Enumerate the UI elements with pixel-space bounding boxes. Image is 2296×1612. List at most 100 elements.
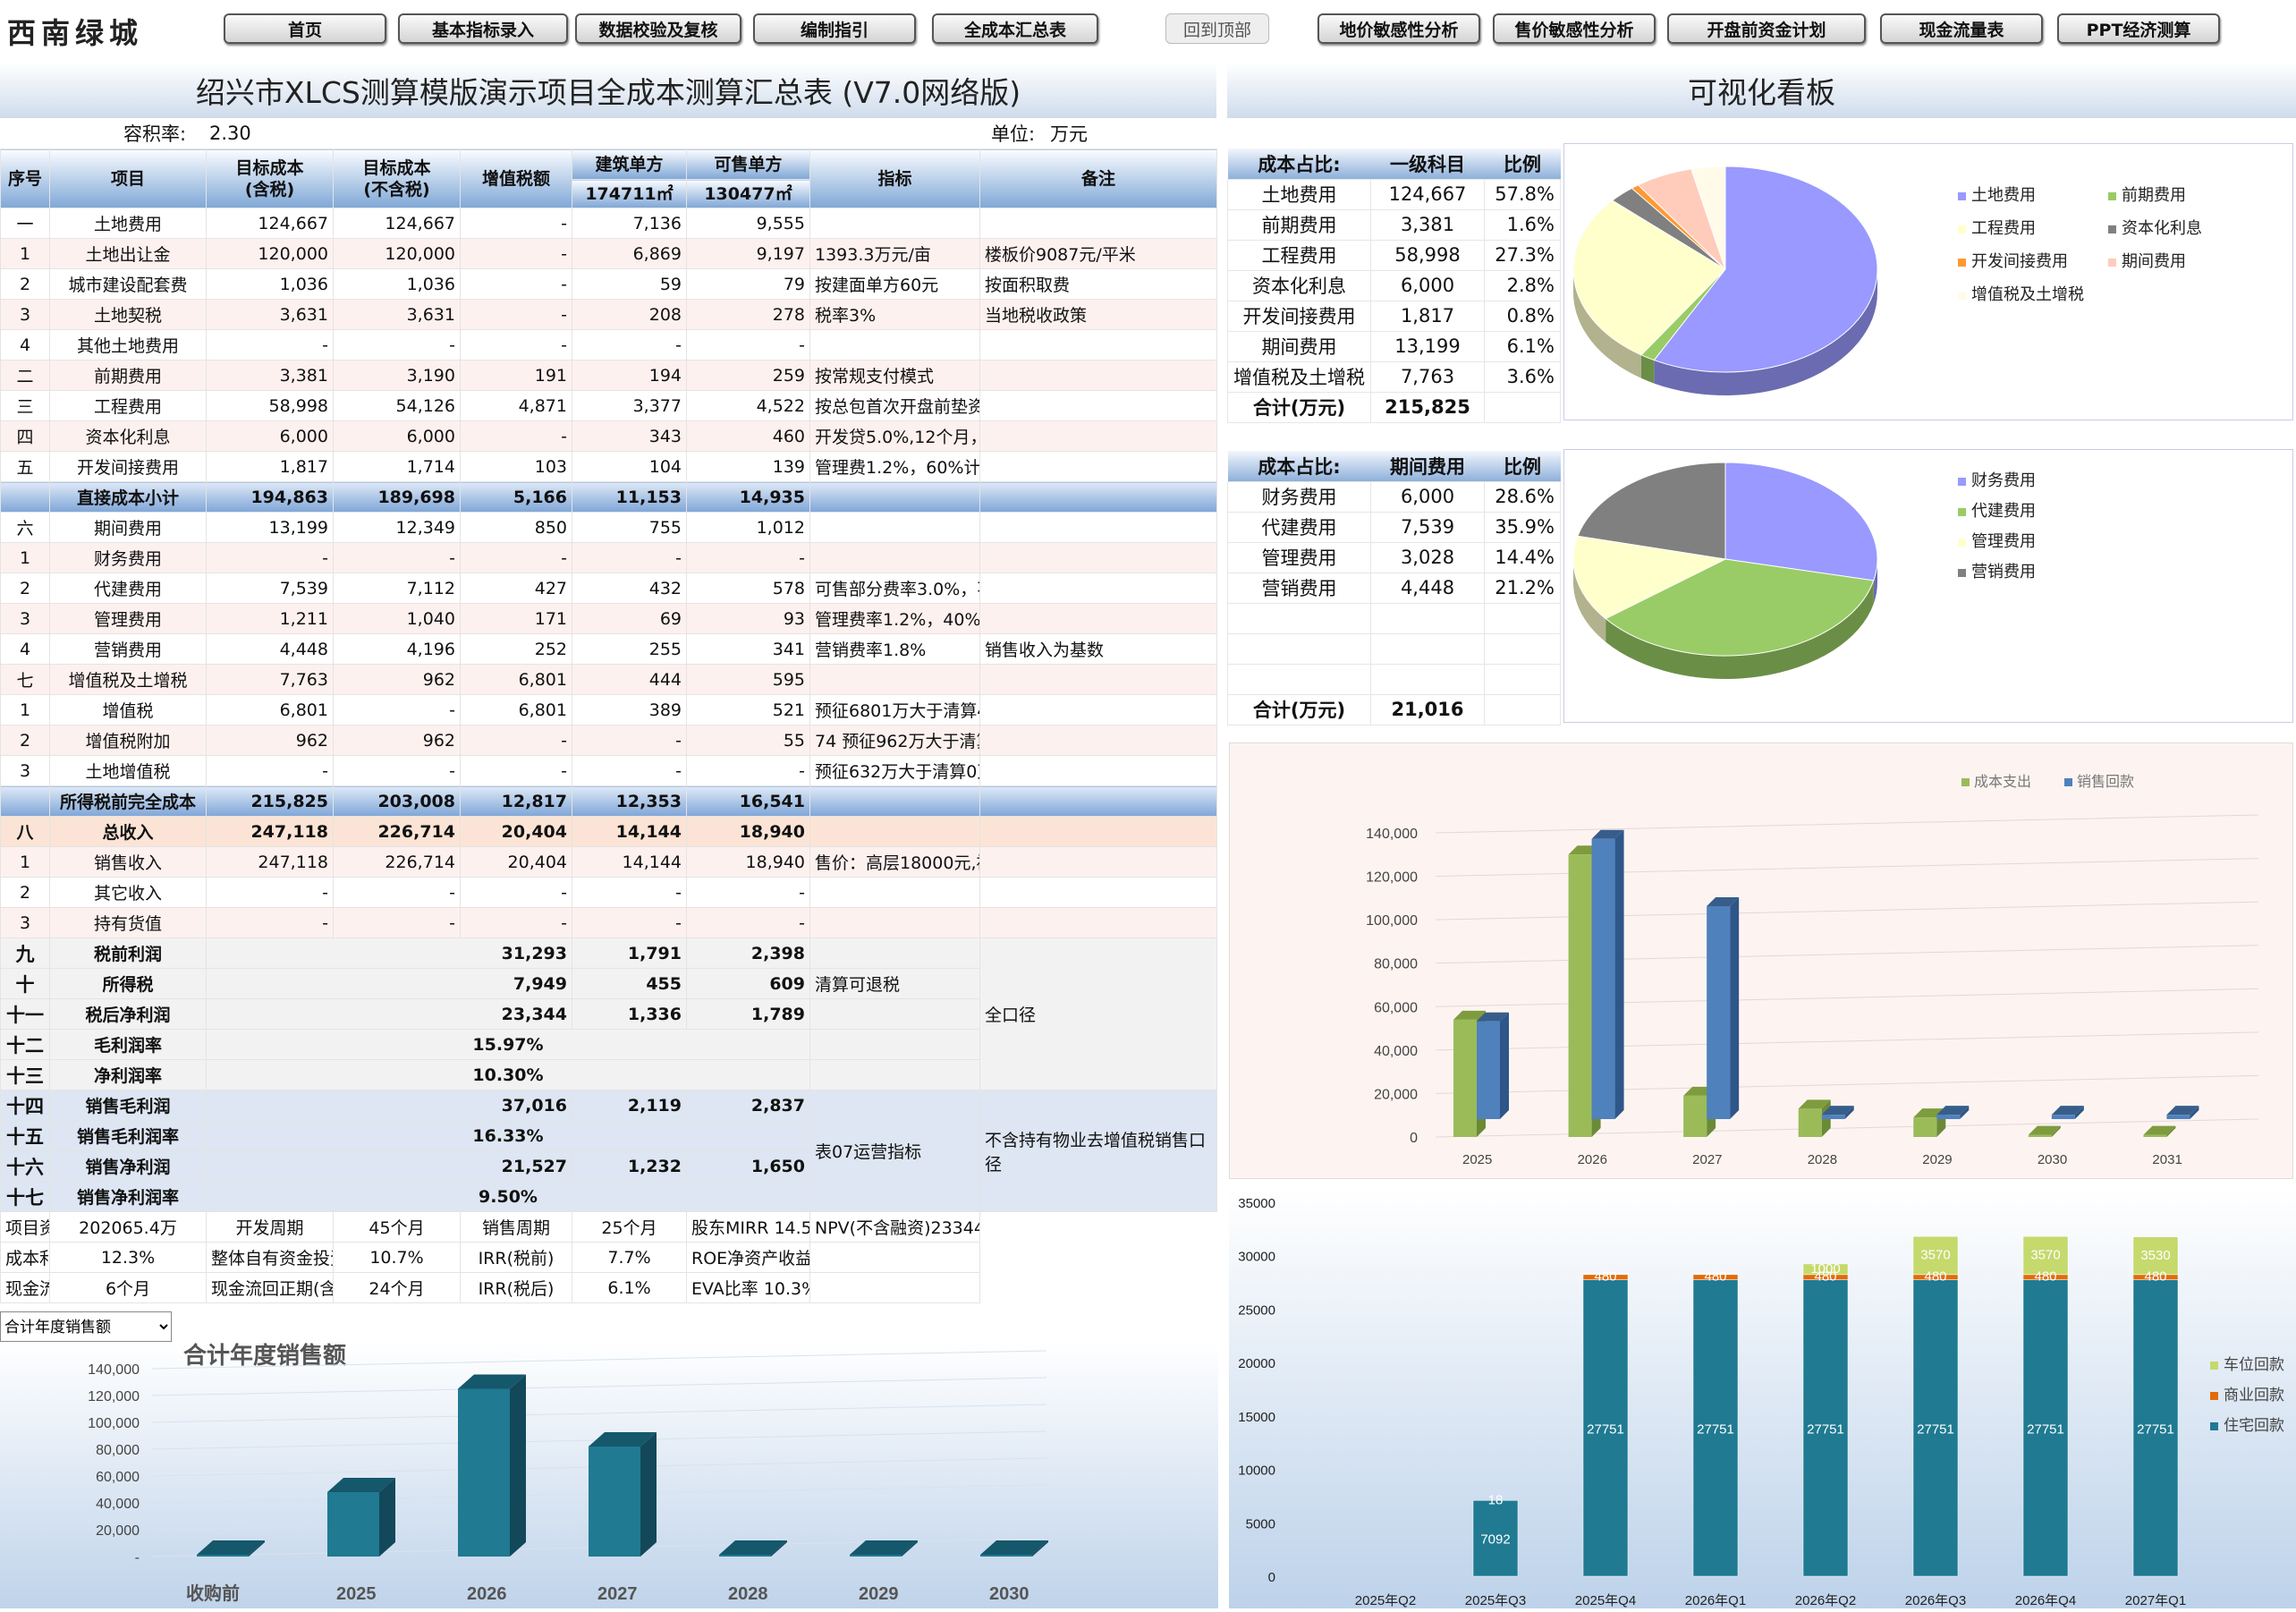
cell: - bbox=[572, 755, 687, 786]
far-value: 2.30 bbox=[209, 123, 251, 144]
ratio-cell: 21.2% bbox=[1484, 572, 1561, 604]
nav-funding-plan-button[interactable]: 开盘前资金计划 bbox=[1667, 13, 1866, 44]
pie-side bbox=[1606, 580, 1874, 679]
cell bbox=[809, 512, 980, 543]
segment-label: 480 bbox=[1814, 1269, 1836, 1285]
kpi-cell: 股东MIRR 14.5% bbox=[686, 1211, 810, 1243]
kpi-cell: IRR(税前) bbox=[460, 1242, 572, 1273]
pie-slice bbox=[1724, 462, 1878, 581]
ratio-row: 资本化利息 6,000 2.8% bbox=[1227, 269, 1561, 301]
cell bbox=[809, 664, 980, 695]
bar bbox=[1913, 1117, 1937, 1137]
cell: 1,232 bbox=[572, 1150, 687, 1182]
cell: 十五 bbox=[0, 1120, 50, 1151]
cell: 管理费用 bbox=[49, 603, 207, 634]
gridline bbox=[151, 1404, 1047, 1423]
nav-price-sensitivity-button[interactable]: 售价敏感性分析 bbox=[1493, 13, 1656, 44]
bar-top bbox=[1591, 829, 1624, 839]
cell: - bbox=[333, 694, 461, 725]
cell: 55 bbox=[686, 725, 810, 756]
bar bbox=[589, 1447, 640, 1557]
cell: 58,998 bbox=[206, 390, 334, 421]
y-tick-label: 100,000 bbox=[88, 1416, 140, 1431]
cell: 6,869 bbox=[572, 238, 687, 269]
cell: 189,698 bbox=[333, 481, 461, 513]
y-tick-label: 20000 bbox=[1238, 1356, 1275, 1371]
kpi-cell: 202065.4万 bbox=[49, 1211, 207, 1243]
cell: 20,404 bbox=[460, 846, 572, 878]
segment-label: 480 bbox=[1924, 1269, 1946, 1285]
cell: - bbox=[333, 542, 461, 573]
legend-swatch bbox=[2210, 1422, 2218, 1430]
nav-cashflow-button[interactable]: 现金流量表 bbox=[1880, 13, 2043, 44]
segment-label: 3530 bbox=[2140, 1248, 2170, 1263]
nav-basic-indicators-button[interactable]: 基本指标录入 bbox=[398, 13, 568, 44]
nav-guide-button[interactable]: 编制指引 bbox=[753, 13, 916, 44]
cell: 其他土地费用 bbox=[49, 329, 207, 361]
nav-full-cost-button[interactable]: 全成本汇总表 bbox=[932, 13, 1098, 44]
bar-top bbox=[1798, 1099, 1831, 1109]
cell: 按建面单方60元 bbox=[809, 268, 980, 300]
segment-label: 27751 bbox=[1697, 1421, 1734, 1437]
cell: 全口径 bbox=[979, 938, 1217, 1090]
cell: 增值税及土增税 bbox=[49, 664, 207, 695]
cell: 开发贷5.0%,12个月，计入开发贷/股东资金 bbox=[809, 420, 980, 452]
segment-label: 480 bbox=[1704, 1269, 1726, 1285]
kpi-cell: 成本利润率 bbox=[0, 1242, 50, 1273]
legend-label: 财务费用 bbox=[1971, 471, 2036, 489]
y-tick-label: 100,000 bbox=[1366, 913, 1418, 929]
bar-top bbox=[2166, 1106, 2199, 1116]
ratio-row: 管理费用 3,028 14.4% bbox=[1227, 541, 1561, 573]
cell bbox=[979, 329, 1217, 361]
cost-row: 四资本化利息6,0006,000-343460开发贷5.0%,12个月，计入开发… bbox=[0, 420, 1217, 452]
cell: 6,801 bbox=[206, 694, 334, 725]
gridline bbox=[1435, 1074, 2259, 1094]
legend-label: 成本支出 bbox=[1974, 774, 2031, 790]
cell: - bbox=[572, 725, 687, 756]
nav-land-sensitivity-button[interactable]: 地价敏感性分析 bbox=[1317, 13, 1480, 44]
cost-row: 七增值税及土增税 7,763 962 6,801 444 595 bbox=[0, 664, 1217, 695]
pie-slice bbox=[1577, 462, 1726, 560]
back-to-top-button[interactable]: 回到顶部 bbox=[1165, 13, 1269, 44]
cell: 2 bbox=[0, 268, 50, 300]
profit-row: 十五 销售毛利润率 16.33% bbox=[0, 1120, 1217, 1151]
nav-home-button[interactable]: 首页 bbox=[224, 13, 386, 44]
bar bbox=[2143, 1134, 2167, 1137]
cell: 三 bbox=[0, 390, 50, 421]
cost-ratio-h3: 比例 bbox=[1484, 148, 1561, 179]
cell: 当地税收政策 bbox=[979, 299, 1217, 330]
bar-segment bbox=[1472, 1500, 1519, 1577]
cell: 1,211 bbox=[206, 603, 334, 634]
profit-row: 十二 毛利润率 15.97% bbox=[0, 1029, 1217, 1060]
cell: 预征632万大于清算0万，按清算值计入 bbox=[809, 755, 980, 786]
col-seq: 序号 bbox=[0, 148, 50, 208]
bar-top bbox=[2028, 1125, 2061, 1135]
annual-sales-dropdown[interactable]: 合计年度销售额 bbox=[0, 1311, 172, 1342]
cell: 税前利润 bbox=[49, 938, 207, 969]
cell: 十 bbox=[0, 968, 50, 999]
y-tick-label: 60,000 bbox=[96, 1470, 140, 1485]
bar-top bbox=[2051, 1106, 2084, 1116]
nav-data-check-button[interactable]: 数据校验及复核 bbox=[575, 13, 741, 44]
y-tick-label: 80,000 bbox=[1374, 957, 1418, 972]
x-tick-label: 2025 bbox=[336, 1584, 377, 1604]
ratio-row-empty bbox=[1227, 632, 1561, 665]
bar-top bbox=[850, 1540, 918, 1555]
col-note: 备注 bbox=[979, 148, 1217, 208]
legend-label: 车位回款 bbox=[2224, 1356, 2284, 1373]
cell: 124,667 bbox=[206, 208, 334, 239]
cell: 五 bbox=[0, 451, 50, 482]
cell: 前期费用 bbox=[49, 360, 207, 391]
cell: - bbox=[686, 907, 810, 938]
nav-ppt-button[interactable]: PPT经济测算 bbox=[2057, 13, 2220, 44]
bar bbox=[458, 1388, 510, 1557]
cell: 1,650 bbox=[686, 1150, 810, 1182]
cell: 3 bbox=[0, 299, 50, 330]
cell: - bbox=[460, 238, 572, 269]
ratio-cell: 1,817 bbox=[1370, 300, 1485, 332]
cell: 销售收入 bbox=[49, 846, 207, 878]
kpi-cell: IRR(税后) bbox=[460, 1272, 572, 1303]
cell: 455 bbox=[572, 968, 687, 999]
profit-row: 十三 净利润率 10.30% bbox=[0, 1059, 1217, 1090]
kpi-cell bbox=[809, 1272, 980, 1303]
